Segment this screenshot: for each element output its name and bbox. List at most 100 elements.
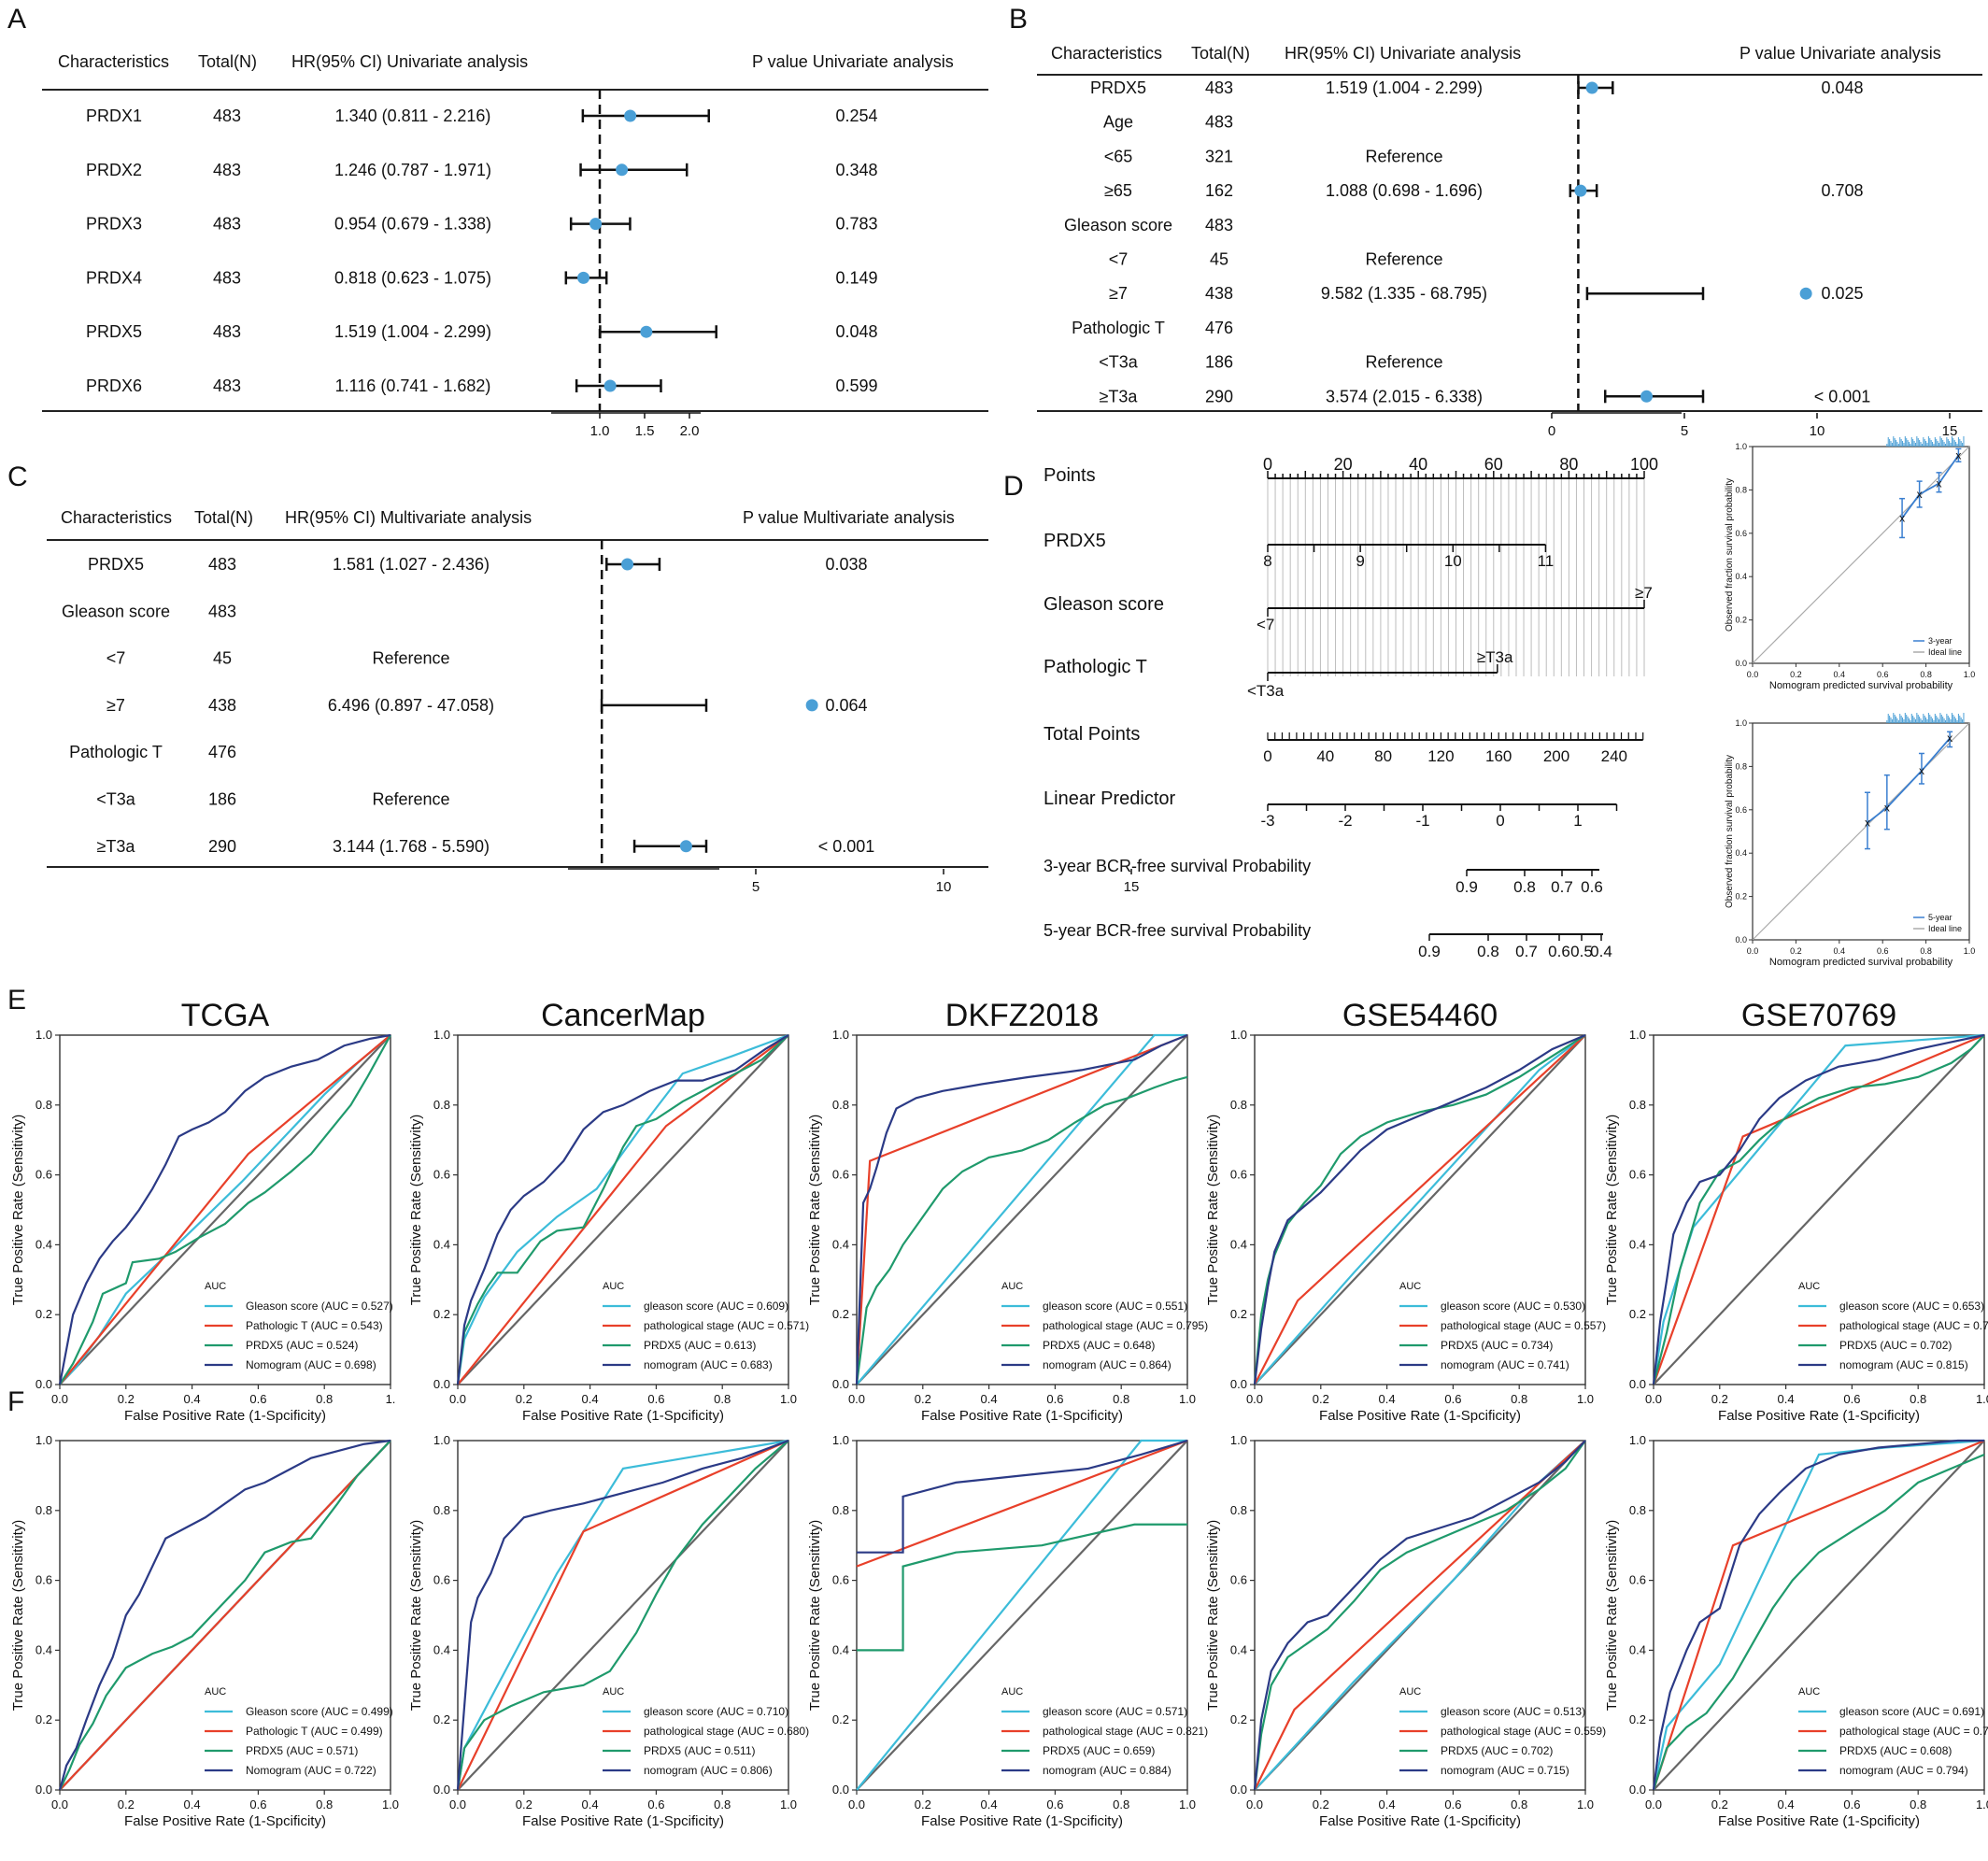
- panel-letter-f: F: [7, 1386, 24, 1417]
- roc-series-line: [1253, 1033, 1586, 1385]
- roc-x-tick-label: 0.4: [981, 1392, 998, 1406]
- roc-y-tick-label: 0.4: [36, 1642, 52, 1656]
- nomogram-label: PRDX5: [1044, 531, 1106, 551]
- calibration-y-tick-label: 0.8: [1735, 761, 1747, 771]
- nomogram-5yr-tick-label: 0.9: [1418, 943, 1441, 960]
- roc-y-tick-label: 0.8: [433, 1503, 450, 1517]
- roc-y-tick-label: 0.6: [433, 1573, 450, 1587]
- roc-x-label: False Positive Rate (1-Spcificity): [124, 1408, 326, 1424]
- roc-x-tick-label: 0.6: [1843, 1392, 1860, 1406]
- roc-title: GSE70769: [1741, 998, 1896, 1033]
- forest_C-header-0: Characteristics: [61, 508, 172, 527]
- forest_A-row-hr: 1.246 (0.787 - 1.971): [334, 161, 491, 179]
- roc-legend-label: pathological stage (AUC = 0.557): [1441, 1319, 1606, 1332]
- forest_B-header-1: Total(N): [1191, 44, 1250, 63]
- nomogram-3yr-tick-label: 0.9: [1456, 878, 1478, 896]
- roc-legend-label: gleason score (AUC = 0.513): [1441, 1705, 1585, 1718]
- forest_C-row-hr: 1.581 (1.027 - 2.436): [333, 555, 490, 574]
- roc-legend-label: nomogram (AUC = 0.864): [1043, 1358, 1172, 1371]
- roc-series-line: [1652, 1439, 1984, 1791]
- calibration-y-tick-label: 0.0: [1735, 935, 1747, 945]
- nomogram-gleason-high: ≥7: [1635, 584, 1653, 602]
- roc-legend-label: PRDX5 (AUC = 0.702): [1441, 1744, 1553, 1757]
- calibration-y-tick-label: 0.8: [1735, 485, 1747, 494]
- nomogram-total-tick-label: 200: [1543, 747, 1569, 765]
- forest_A-row-p: 0.149: [835, 268, 877, 287]
- roc-x-tick-label: 0.8: [316, 1392, 333, 1406]
- calibration-x-tick-label: 0.8: [1920, 670, 1932, 679]
- forest_B-row-total: 290: [1205, 387, 1233, 405]
- roc-y-tick-label: 0.8: [832, 1503, 849, 1517]
- roc-x-label: False Positive Rate (1-Spcificity): [124, 1813, 326, 1829]
- forest_C-row-p: 0.038: [825, 555, 867, 574]
- roc-diagonal: [59, 1034, 391, 1385]
- roc-series-line: [456, 1033, 789, 1385]
- roc-x-label: False Positive Rate (1-Spcificity): [921, 1813, 1123, 1829]
- roc-plot-frame: [856, 1034, 1188, 1385]
- roc-diagonal: [457, 1440, 789, 1791]
- forest_B-row-total: 476: [1205, 319, 1233, 337]
- forest_C-hr-point: [621, 558, 634, 571]
- roc-legend-label: PRDX5 (AUC = 0.613): [644, 1339, 756, 1352]
- roc-y-tick-label: 0.4: [433, 1642, 450, 1656]
- roc-x-tick-label: 1.0: [1179, 1392, 1196, 1406]
- roc-x-tick-label: 0.4: [184, 1392, 201, 1406]
- roc-diagonal: [856, 1440, 1188, 1791]
- roc-x-tick-label: 0.6: [647, 1797, 664, 1811]
- roc-y-tick-label: 0.6: [1629, 1168, 1646, 1182]
- roc-y-tick-label: 0.4: [433, 1237, 450, 1251]
- roc-y-tick-label: 0.8: [1629, 1098, 1646, 1112]
- roc-legend-label: pathological stage (AUC = 0.571): [644, 1319, 809, 1332]
- forest_C-row-name: <T3a: [96, 790, 136, 809]
- roc-y-tick-label: 0.4: [36, 1237, 52, 1251]
- roc-legend-label: Gleason score (AUC = 0.527): [246, 1300, 393, 1313]
- forest_B-header-2: HR(95% CI) Univariate analysis: [1285, 44, 1521, 63]
- forest_A-row-total: 483: [213, 322, 241, 341]
- forest_B-row-name: ≥7: [1109, 284, 1128, 303]
- forest_A-hr-point: [577, 271, 590, 284]
- nomogram-label: 3-year BCR-free survival Probability: [1044, 857, 1311, 875]
- roc-series-line: [855, 1075, 1188, 1385]
- forest_B-row-name: Pathologic T: [1072, 319, 1165, 337]
- nomogram-label: 5-year BCR-free survival Probability: [1044, 921, 1311, 940]
- roc-series-line: [59, 1034, 391, 1385]
- roc-series-line: [1253, 1440, 1586, 1791]
- nomogram-label: Linear Predictor: [1044, 788, 1176, 809]
- roc-legend-title: AUC: [603, 1281, 624, 1292]
- roc-x-tick-label: 0.4: [1379, 1797, 1396, 1811]
- roc-y-tick-label: 0.2: [433, 1712, 450, 1726]
- roc-x-label: False Positive Rate (1-Spcificity): [1319, 1813, 1521, 1829]
- roc-series-line: [856, 1439, 1188, 1568]
- roc-diagonal: [457, 1034, 789, 1385]
- roc-legend-label: pathological stage (AUC = 0.721): [1839, 1319, 1988, 1332]
- calibration-plot-frame: [1752, 446, 1970, 664]
- calibration-y-tick-label: 0.4: [1735, 848, 1747, 858]
- roc-legend-label: gleason score (AUC = 0.551): [1043, 1300, 1187, 1313]
- roc-legend-title: AUC: [205, 1281, 226, 1292]
- roc-legend-label: Nomogram (AUC = 0.722): [246, 1764, 376, 1777]
- roc-x-tick-label: 0.8: [1511, 1797, 1527, 1811]
- forest_A-header-1: Total(N): [198, 52, 257, 71]
- roc-x-tick-label: 1.0: [1976, 1797, 1988, 1811]
- forest_B-hr-point: [1799, 287, 1812, 300]
- roc-y-tick-label: 0.8: [1230, 1098, 1247, 1112]
- roc-y-label: True Positive Rate (Sensitivity): [408, 1520, 424, 1712]
- roc-diagonal: [1653, 1440, 1985, 1791]
- calibration-point-marker: x: [1919, 764, 1924, 777]
- roc-y-tick-label: 0.0: [832, 1377, 849, 1391]
- roc-legend-title: AUC: [1001, 1686, 1023, 1698]
- calibration-x-tick-label: 0.2: [1790, 946, 1802, 956]
- roc-y-tick-label: 0.0: [433, 1377, 450, 1391]
- forest_A-row-name: PRDX2: [86, 161, 142, 179]
- roc-diagonal: [1653, 1034, 1985, 1385]
- roc-plot-frame: [457, 1034, 789, 1385]
- roc-x-tick-label: 0.0: [449, 1797, 466, 1811]
- roc-legend-label: gleason score (AUC = 0.653): [1839, 1300, 1984, 1313]
- roc-y-tick-label: 1.0: [1230, 1433, 1247, 1447]
- forest_A-hr-point: [589, 218, 603, 231]
- forest_B-row-name: ≥T3a: [1100, 387, 1139, 405]
- forest_A-row-name: PRDX4: [86, 268, 142, 287]
- forest_B-x-tick-label: 15: [1942, 423, 1958, 439]
- forest_C-hr-point: [679, 840, 692, 853]
- forest_B-row-name: ≥65: [1104, 181, 1132, 200]
